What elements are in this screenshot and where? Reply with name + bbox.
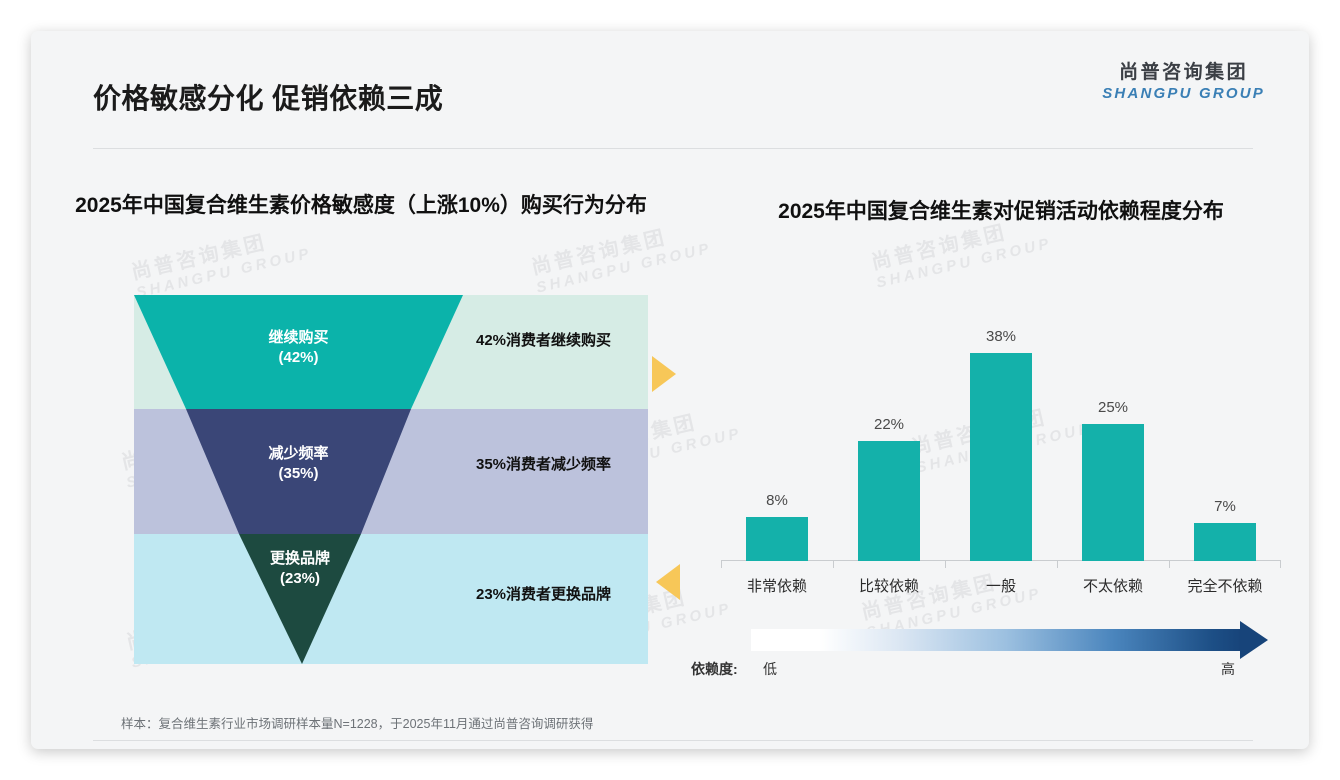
funnel-segment-label-1: 减少频率 (35%) — [268, 445, 329, 483]
axis-tick — [945, 561, 946, 568]
arrow-right-icon — [1240, 621, 1268, 659]
bar-column[interactable]: 25% 不太依赖 — [1063, 399, 1163, 595]
bar-rect — [858, 441, 920, 561]
bar-rect — [1194, 523, 1256, 561]
funnel-segment-label-2: 更换品牌 (23%) — [269, 550, 330, 588]
bar-column[interactable]: 38% 一般 — [951, 328, 1051, 595]
company-logo: 尚普咨询集团 SHANGPU GROUP — [1102, 61, 1265, 104]
header-divider — [93, 148, 1253, 149]
axis-tick — [833, 561, 834, 568]
bar-value-label: 8% — [766, 492, 788, 509]
funnel-band-text-1: 35%消费者减少频率 — [476, 456, 612, 473]
legend-low-label: 低 — [763, 661, 777, 677]
slide: 价格敏感分化 促销依赖三成 尚普咨询集团 SHANGPU GROUP 尚普咨询集… — [31, 31, 1309, 749]
axis-tick — [1169, 561, 1170, 568]
triangle-right-icon — [652, 356, 676, 392]
page-title: 价格敏感分化 促销依赖三成 — [93, 83, 444, 114]
axis-tick — [1280, 561, 1281, 568]
funnel-segment-label-0: 继续购买 (42%) — [268, 329, 329, 367]
bar-column[interactable]: 22% 比较依赖 — [839, 416, 939, 595]
bar-rect — [970, 353, 1032, 561]
bar-column[interactable]: 8% 非常依赖 — [727, 492, 827, 595]
bar-category-label: 不太依赖 — [1082, 578, 1143, 595]
dependency-gradient-legend: 依赖度: 低 高 — [691, 617, 1291, 687]
axis-tick — [1057, 561, 1058, 568]
funnel-chart: 继续购买 (42%) 减少频率 (35%) 更换品牌 (23%) 42%消费者继续购买… — [91, 266, 691, 676]
funnel-band-text-2: 23%消费者更换品牌 — [476, 586, 612, 603]
bar-column[interactable]: 7% 完全不依赖 — [1175, 498, 1275, 595]
bar-category-label: 完全不依赖 — [1187, 578, 1263, 595]
axis-tick — [721, 561, 722, 568]
logo-chinese-text: 尚普咨询集团 — [1119, 62, 1249, 83]
gradient-bar — [751, 629, 1241, 651]
legend-high-label: 高 — [1221, 661, 1235, 677]
bar-value-label: 7% — [1214, 498, 1236, 515]
funnel-band-2 — [134, 534, 648, 664]
bar-rect — [746, 517, 808, 561]
slide-header: 价格敏感分化 促销依赖三成 尚普咨询集团 SHANGPU GROUP — [31, 31, 1309, 149]
bar-rect — [1082, 424, 1144, 561]
funnel-band-text-0: 42%消费者继续购买 — [476, 332, 612, 349]
bar-value-label: 38% — [985, 328, 1017, 345]
bar-category-label: 一般 — [985, 578, 1016, 595]
bar-value-label: 22% — [873, 416, 905, 433]
bar-category-label: 比较依赖 — [858, 578, 919, 595]
sample-note: 样本：复合维生素行业市场调研样本量N=1228，于2025年11月通过尚普咨询调… — [121, 717, 594, 731]
funnel-shape — [134, 295, 463, 664]
triangle-left-icon — [656, 564, 680, 600]
footer-divider — [93, 740, 1253, 741]
bar-value-label: 25% — [1097, 399, 1129, 416]
legend-caption: 依赖度: — [691, 661, 738, 677]
left-chart-title: 2025年中国复合维生素价格敏感度（上涨10%）购买行为分布 — [75, 194, 647, 217]
bar-category-label: 非常依赖 — [746, 578, 807, 595]
bar-chart: 8% 非常依赖 22% 比较依赖 38% 一般 25% 不太依赖 7% 完全不依… — [721, 306, 1281, 606]
right-chart-title: 2025年中国复合维生素对促销活动依赖程度分布 — [778, 200, 1224, 223]
logo-english-text: SHANGPU GROUP — [1102, 84, 1265, 102]
